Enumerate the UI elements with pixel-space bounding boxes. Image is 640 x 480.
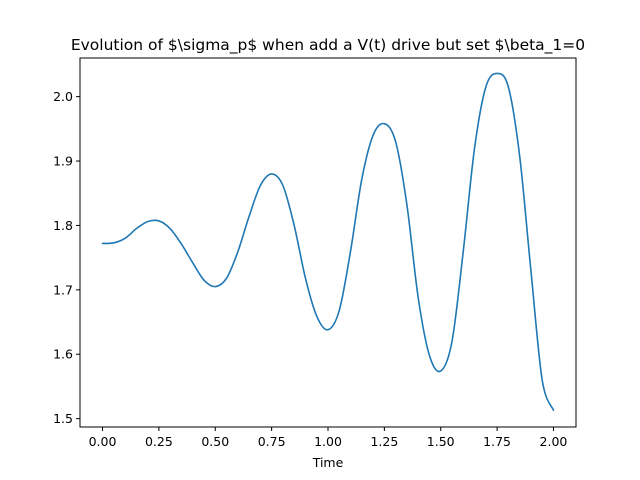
series-line	[101, 72, 555, 412]
y-axis: 1.5 1.6 1.7 1.8 1.9 2.0	[53, 89, 80, 426]
x-axis-label: Time	[312, 455, 344, 470]
x-tick-label: 2.00	[540, 434, 568, 449]
x-tick-label: 1.75	[483, 434, 511, 449]
x-axis: 0.00 0.25 0.50 0.75 1.00 1.25 1.50 1.75 2.00	[89, 427, 568, 449]
y-tick-label: 1.8	[53, 218, 73, 233]
x-tick-label: 1.50	[427, 434, 455, 449]
series-layer	[101, 72, 555, 412]
x-tick-label: 0.00	[89, 434, 117, 449]
y-tick-label: 1.6	[53, 347, 73, 362]
x-tick-label: 0.50	[201, 434, 229, 449]
y-tick-label: 1.9	[53, 154, 73, 169]
chart-title: Evolution of $\sigma_p$ when add a V(t) …	[71, 36, 585, 55]
y-tick-label: 1.7	[53, 282, 73, 297]
x-tick-label: 0.75	[258, 434, 286, 449]
x-tick-label: 1.00	[314, 434, 342, 449]
y-tick-label: 2.0	[53, 89, 73, 104]
x-tick-label: 0.25	[145, 434, 173, 449]
x-tick-label: 1.25	[370, 434, 398, 449]
y-tick-label: 1.5	[53, 411, 73, 426]
